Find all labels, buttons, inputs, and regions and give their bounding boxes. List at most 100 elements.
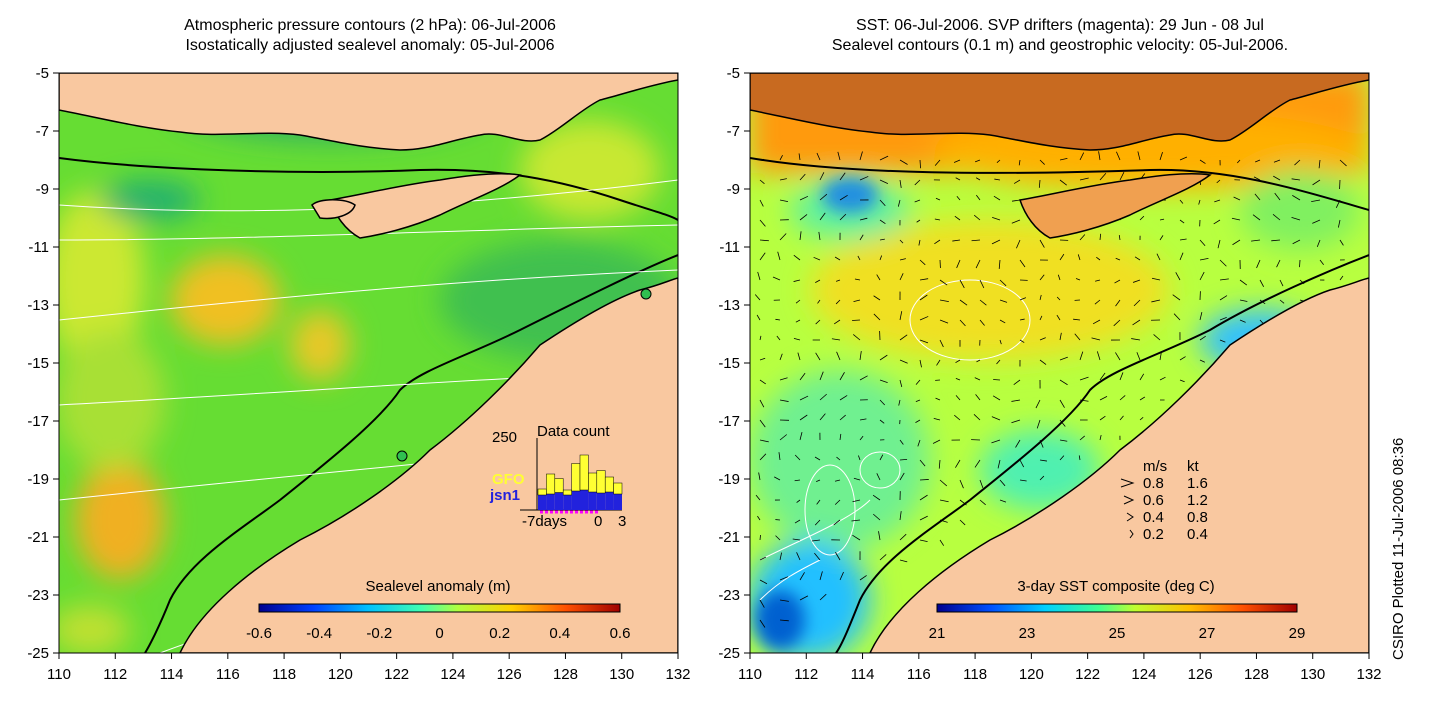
velocity-arrow — [836, 351, 841, 361]
velocity-arrow — [1019, 297, 1027, 301]
right-lat-tick-label: -21 — [718, 529, 740, 546]
velocity-arrow — [919, 278, 929, 281]
velocity-arrow — [859, 151, 863, 161]
velocity-arrow — [1339, 159, 1347, 167]
velocity-arrow — [879, 454, 884, 461]
right-colorbar-ticks: 21 23 25 27 29 — [929, 625, 1306, 642]
velocity-arrow — [1219, 295, 1228, 301]
velocity-arrow — [899, 273, 904, 281]
velocity-arrow — [816, 499, 821, 505]
inset-bar-gfo — [571, 463, 581, 492]
velocity-arrow — [971, 239, 981, 242]
velocity-arrow — [873, 313, 881, 321]
velocity-arrow — [973, 414, 981, 421]
velocity-arrow — [959, 479, 964, 489]
left-colorbar-tick: -0.6 — [246, 625, 272, 642]
velocity-arrow — [1199, 271, 1205, 281]
velocity-arrow — [835, 299, 841, 305]
velocity-arrow — [779, 178, 787, 181]
velocity-arrow — [953, 159, 961, 163]
inset-bar-jsn1 — [554, 492, 564, 510]
velocity-arrow — [859, 418, 867, 421]
velocity-arrow — [859, 375, 868, 381]
velocity-arrow — [872, 513, 881, 521]
velocity-arrow — [1199, 239, 1206, 247]
right-lon-tick-label: 122 — [1075, 666, 1100, 683]
right-shelf-break — [750, 157, 1369, 211]
left-land — [59, 73, 678, 653]
velocity-arrow — [1059, 253, 1065, 261]
velocity-arrow — [933, 418, 941, 421]
right-lon-tick-label: 120 — [1019, 666, 1044, 683]
velocity-arrow — [992, 395, 1001, 401]
velocity-arrow — [996, 359, 1001, 365]
right-lat-tick-label: -23 — [718, 587, 740, 604]
velocity-arrow — [814, 552, 821, 561]
velocity-arrow — [859, 351, 862, 361]
velocity-arrow — [1291, 178, 1301, 181]
velocity-arrow — [914, 199, 921, 203]
velocity-arrow — [759, 599, 765, 608]
speed-legend-arrow — [1126, 512, 1134, 522]
inset-xtick-zero: 0 — [594, 513, 602, 530]
left-lon-tick-label: 114 — [160, 666, 184, 683]
velocity-arrow — [1095, 279, 1101, 282]
velocity-arrow — [879, 219, 886, 224]
velocity-arrow — [858, 455, 861, 461]
left-lat-tick-label: -13 — [27, 297, 49, 314]
velocity-arrow — [1039, 459, 1048, 462]
speed-legend-arrow — [1129, 529, 1134, 539]
velocity-arrow — [1091, 337, 1101, 341]
right-lon-tick-label: 110 — [738, 666, 762, 683]
velocity-arrow — [935, 397, 941, 401]
velocity-arrow — [1059, 157, 1068, 161]
right-lon-tick-label: 128 — [1244, 666, 1269, 683]
velocity-arrow — [817, 299, 821, 304]
left-title-line2: Isostatically adjusted sealevel anomaly:… — [185, 37, 555, 54]
velocity-arrow — [819, 393, 827, 401]
velocity-arrow — [979, 279, 985, 289]
speed-legend-rows: 0.8 1.60.6 1.20.4 0.80.2 0.4 — [1120, 475, 1208, 543]
speed-legend-ms: 0.2 — [1143, 526, 1164, 543]
velocity-arrow — [897, 199, 901, 207]
velocity-arrow — [1311, 199, 1321, 203]
velocity-arrow — [936, 359, 941, 366]
right-lon-tick-label: 130 — [1300, 666, 1325, 683]
velocity-arrow — [1139, 373, 1145, 381]
velocity-arrow — [792, 538, 801, 541]
velocity-arrow — [1219, 278, 1229, 281]
velocity-arrow — [1011, 219, 1021, 224]
velocity-arrow — [959, 279, 965, 289]
velocity-arrow — [899, 179, 902, 189]
inset-bar-jsn1 — [538, 495, 547, 510]
velocity-arrow — [1232, 239, 1241, 246]
left-lat-tick-label: -9 — [36, 181, 49, 198]
velocity-arrow — [813, 256, 821, 261]
velocity-arrow — [1156, 253, 1161, 261]
velocity-arrow — [1092, 319, 1101, 325]
velocity-arrow — [899, 311, 903, 321]
inset-bar-jsn1 — [546, 494, 555, 510]
right-lon-tick-label: 126 — [1188, 666, 1213, 683]
left-island-dot — [396, 450, 408, 462]
right-lat-tick-label: -25 — [718, 645, 740, 662]
velocity-arrow — [1118, 234, 1121, 241]
velocity-arrow — [1292, 195, 1301, 201]
velocity-arrow — [954, 215, 961, 221]
inset-bar-jsn1 — [605, 492, 614, 510]
velocity-arrow — [779, 576, 789, 581]
right-lat-tick-label: -11 — [719, 239, 740, 256]
right-colorbar-gradient — [936, 603, 1298, 613]
velocity-arrow — [835, 279, 841, 282]
velocity-arrow — [1079, 351, 1084, 361]
velocity-arrow — [759, 379, 766, 385]
velocity-arrow — [815, 319, 821, 325]
velocity-arrow — [1119, 172, 1125, 181]
right-title: SST: 06-Jul-2006. SVP drifters (magenta)… — [730, 16, 1390, 56]
velocity-arrow — [999, 479, 1006, 487]
velocity-arrow — [955, 377, 961, 381]
velocity-arrow — [919, 339, 929, 344]
velocity-arrow — [974, 459, 981, 468]
velocity-arrow — [1099, 172, 1107, 181]
